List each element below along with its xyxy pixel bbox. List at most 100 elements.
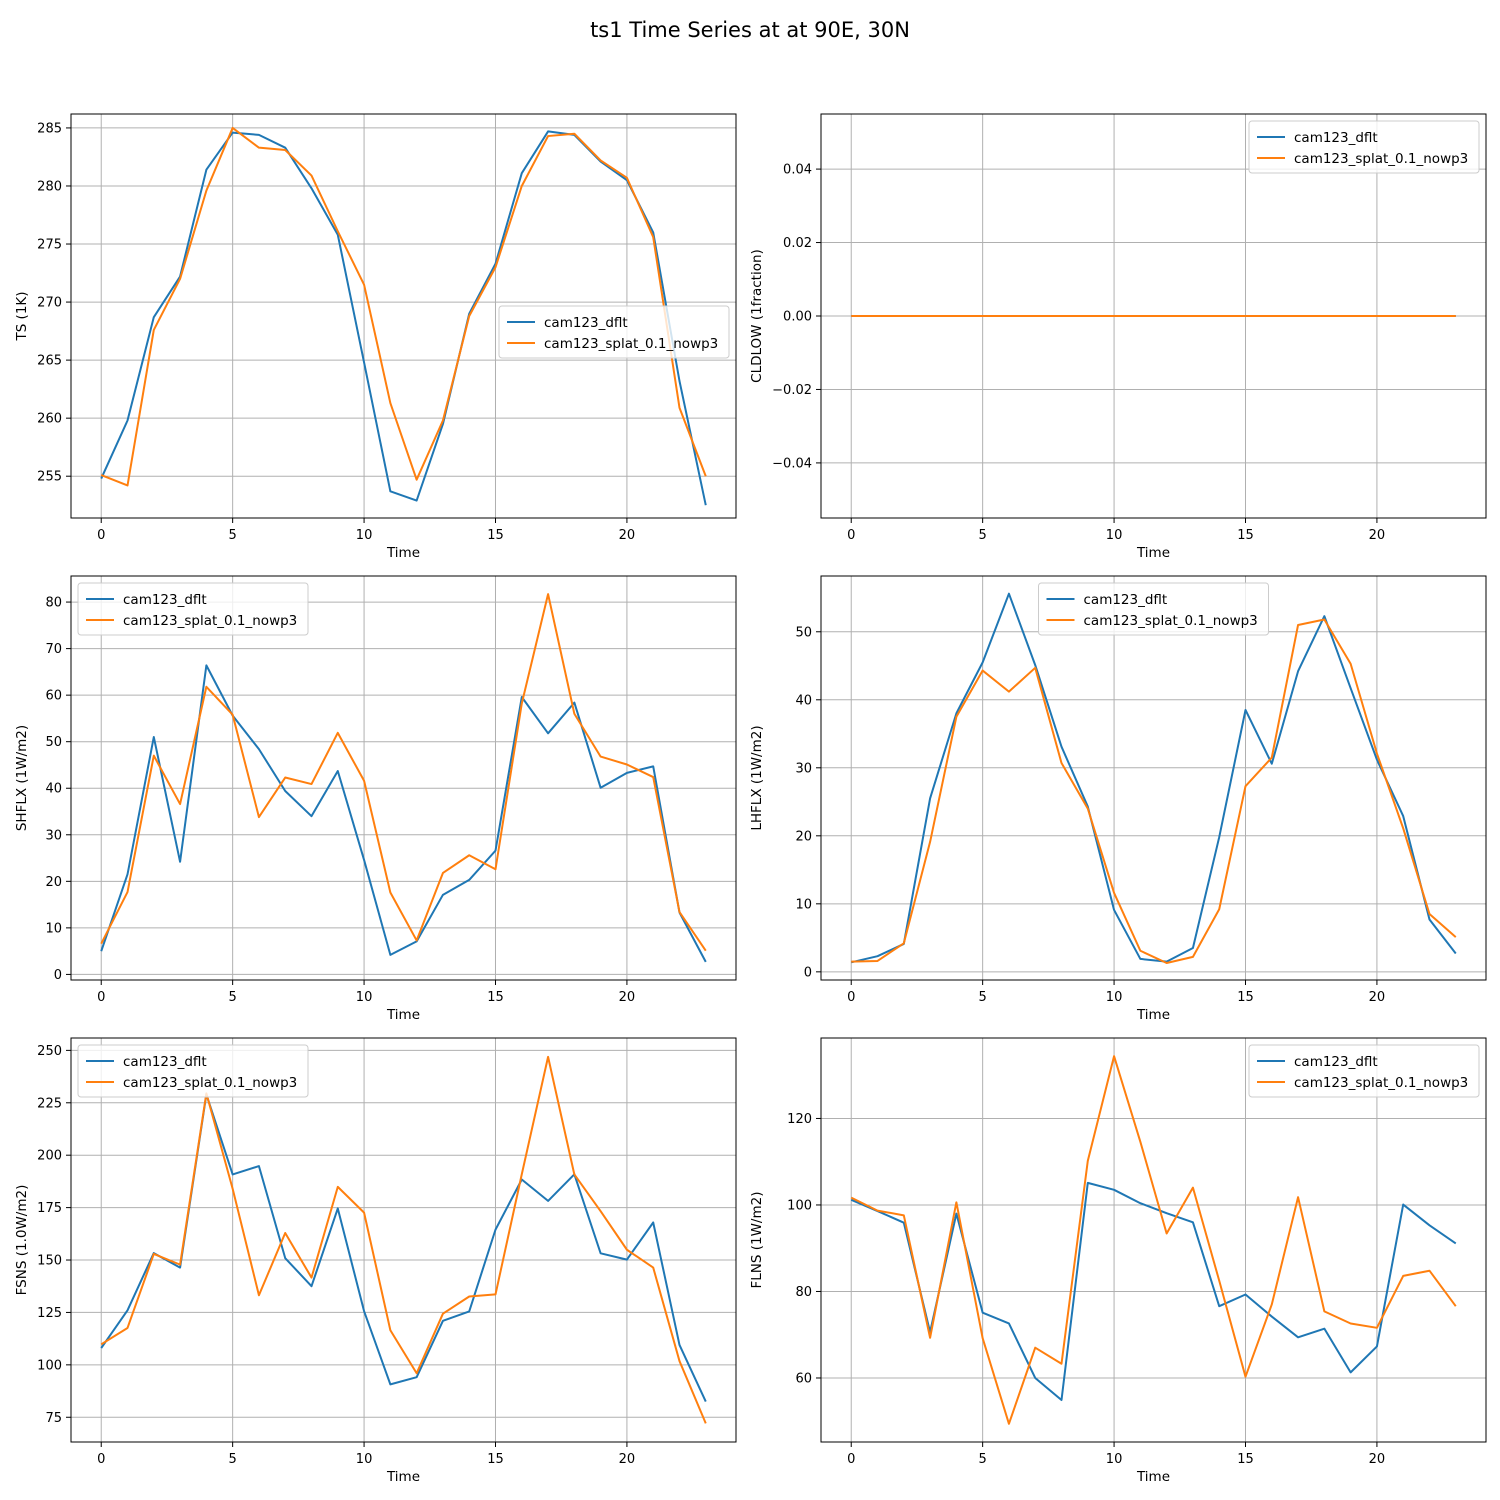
- legend-label-1: cam123_dflt: [123, 592, 207, 608]
- y-tick-label: 75: [45, 1411, 62, 1426]
- legend-box: [1248, 120, 1480, 174]
- x-axis-label: Time: [386, 1469, 420, 1485]
- x-axis-label: Time: [386, 1007, 420, 1023]
- y-tick-label: 260: [37, 412, 62, 427]
- series-line-2: [851, 618, 1457, 964]
- x-tick-label: 0: [847, 1452, 855, 1467]
- series-line-1: [851, 592, 1457, 964]
- y-tick-label: 255: [37, 470, 62, 485]
- y-tick-label: 30: [45, 828, 62, 843]
- legend-label-2: cam123_splat_0.1_nowp3: [1294, 151, 1468, 167]
- x-tick-label: 20: [1369, 990, 1386, 1005]
- x-axis-label: Time: [1136, 1469, 1170, 1485]
- axes-frame: [70, 113, 737, 519]
- x-tick-label: 5: [229, 528, 237, 543]
- legend-label-1: cam123_dflt: [1294, 1054, 1378, 1070]
- y-tick-label: 100: [787, 1198, 812, 1213]
- axes-frame: [820, 1037, 1487, 1443]
- legend: cam123_dflt cam123_splat_0.1_nowp3: [1038, 582, 1269, 636]
- y-tick-label: 10: [795, 897, 812, 912]
- legend-label-1: cam123_dflt: [544, 315, 628, 331]
- y-tick-label: 0.04: [783, 163, 812, 178]
- y-tick-label: 225: [37, 1096, 62, 1111]
- x-tick-label: 20: [1369, 1452, 1386, 1467]
- subplot-6: 0 5 10 15 20 60 80 100 120 Time FLNS (1W/m2) cam123…: [749, 1037, 1487, 1485]
- y-tick-label: 100: [37, 1358, 62, 1373]
- x-axis-label: Time: [386, 545, 420, 561]
- y-tick-label: 20: [795, 829, 812, 844]
- y-tick-label: 80: [795, 1285, 812, 1300]
- series-line-1: [100, 664, 707, 963]
- axes-frame: [70, 575, 737, 981]
- y-axis-label: LHFLX (1W/m2): [749, 725, 765, 830]
- x-tick-label: 20: [619, 528, 636, 543]
- y-tick-label: 60: [45, 689, 62, 704]
- x-tick-label: 15: [487, 528, 504, 543]
- x-axis-label: Time: [1136, 1007, 1170, 1023]
- legend: cam123_dflt cam123_splat_0.1_nowp3: [1248, 1044, 1480, 1098]
- x-tick-label: 5: [229, 990, 237, 1005]
- legend-box: [498, 305, 730, 359]
- y-tick-label: 80: [45, 596, 62, 611]
- subplot-5: 0 5 10 15 20 75 100 125 150 175 200 225 250 Time FSNS …: [14, 1037, 737, 1485]
- y-tick-label: 280: [37, 179, 62, 194]
- x-tick-label: 5: [979, 1452, 987, 1467]
- y-tick-label: 50: [795, 625, 812, 640]
- y-tick-label: −0.04: [772, 456, 812, 471]
- axes-frame: [70, 1037, 737, 1443]
- legend: cam123_dflt cam123_splat_0.1_nowp3: [77, 582, 309, 636]
- y-tick-label: 50: [45, 735, 62, 750]
- x-tick-label: 10: [356, 990, 373, 1005]
- legend-label-1: cam123_dflt: [1084, 592, 1168, 608]
- y-tick-label: 0: [804, 965, 812, 980]
- x-tick-label: 0: [97, 990, 105, 1005]
- figure-title: ts1 Time Series at at 90E, 30N: [590, 18, 910, 42]
- legend-box: [1038, 582, 1269, 636]
- subplot-2: 0 5 10 15 20 −0.04 −0.02 0.00 0.02 0.04 Time CLDLOW…: [749, 113, 1487, 561]
- legend-label-2: cam123_splat_0.1_nowp3: [123, 613, 297, 629]
- series-line-2: [100, 1055, 707, 1424]
- y-tick-label: 150: [37, 1254, 62, 1269]
- x-tick-label: 0: [847, 990, 855, 1005]
- y-tick-label: 10: [45, 921, 62, 936]
- x-axis-label: Time: [1136, 545, 1170, 561]
- y-axis-label: SHFLX (1W/m2): [14, 725, 30, 831]
- x-tick-label: 10: [1106, 1452, 1123, 1467]
- y-tick-label: 270: [37, 296, 62, 311]
- legend: cam123_dflt cam123_splat_0.1_nowp3: [498, 305, 730, 359]
- legend: cam123_dflt cam123_splat_0.1_nowp3: [1248, 120, 1480, 174]
- legend-label-1: cam123_dflt: [123, 1054, 207, 1070]
- x-tick-label: 20: [619, 990, 636, 1005]
- series-line-1: [850, 1181, 1457, 1402]
- legend-label-2: cam123_splat_0.1_nowp3: [123, 1075, 297, 1091]
- y-axis-label: FSNS (1.0W/m2): [14, 1185, 30, 1296]
- x-tick-label: 5: [229, 1452, 237, 1467]
- y-axis-label: FLNS (1W/m2): [749, 1191, 765, 1288]
- legend-label-2: cam123_splat_0.1_nowp3: [1294, 1075, 1468, 1091]
- y-tick-label: 120: [787, 1112, 812, 1127]
- y-tick-label: 40: [795, 693, 812, 708]
- x-tick-label: 10: [356, 528, 373, 543]
- legend-box: [77, 582, 309, 636]
- y-tick-label: 70: [45, 642, 62, 657]
- subplot-1: 0 5 10 15 20 255 260 265 270 275 280 285 Time TS (1K)…: [14, 113, 737, 561]
- subplot-4: 0 5 10 15 20 0 10 20 30 40 50 Time LHFLX (1W/m2) cam1…: [749, 575, 1487, 1023]
- x-tick-label: 5: [979, 990, 987, 1005]
- y-axis-label: TS (1K): [14, 291, 30, 341]
- y-tick-label: 125: [37, 1306, 62, 1321]
- y-tick-label: 40: [45, 782, 62, 797]
- x-tick-label: 10: [356, 1452, 373, 1467]
- x-tick-label: 0: [847, 528, 855, 543]
- y-tick-label: 175: [37, 1201, 62, 1216]
- legend: cam123_dflt cam123_splat_0.1_nowp3: [77, 1044, 309, 1098]
- y-tick-label: 285: [37, 121, 62, 136]
- legend-box: [1248, 1044, 1480, 1098]
- axes-frame: [820, 575, 1487, 981]
- x-tick-label: 10: [1106, 528, 1123, 543]
- y-tick-label: 0: [54, 968, 62, 983]
- legend-box: [77, 1044, 309, 1098]
- series-line-2: [100, 126, 707, 487]
- y-tick-label: 0.02: [783, 236, 812, 251]
